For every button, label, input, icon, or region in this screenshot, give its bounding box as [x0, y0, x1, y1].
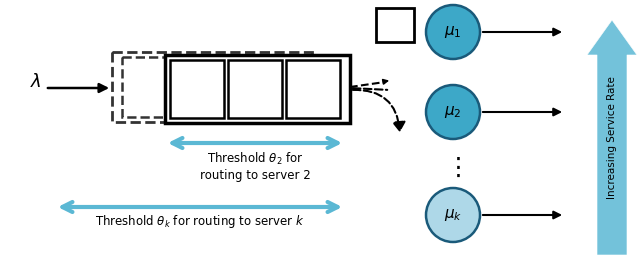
Bar — [228, 60, 282, 118]
Circle shape — [426, 188, 480, 242]
Text: $\vdots$: $\vdots$ — [445, 157, 461, 180]
Circle shape — [426, 5, 480, 59]
Text: Threshold $\theta_2$ for
routing to server 2: Threshold $\theta_2$ for routing to serv… — [200, 151, 310, 182]
Bar — [122, 57, 205, 117]
Bar — [112, 52, 312, 122]
Text: $\mu_k$: $\mu_k$ — [444, 207, 462, 223]
Bar — [376, 8, 414, 42]
Polygon shape — [587, 20, 637, 255]
FancyArrowPatch shape — [353, 90, 404, 130]
Text: Increasing Service Rate: Increasing Service Rate — [607, 76, 617, 199]
Text: $\mu_1$: $\mu_1$ — [444, 24, 462, 40]
Bar — [286, 60, 340, 118]
Text: $\lambda$: $\lambda$ — [31, 73, 42, 91]
Bar — [165, 55, 350, 123]
Circle shape — [426, 85, 480, 139]
Text: $\mu_2$: $\mu_2$ — [444, 104, 462, 120]
Text: Threshold $\theta_k$ for routing to server $k$: Threshold $\theta_k$ for routing to serv… — [95, 213, 305, 230]
Bar — [170, 60, 224, 118]
